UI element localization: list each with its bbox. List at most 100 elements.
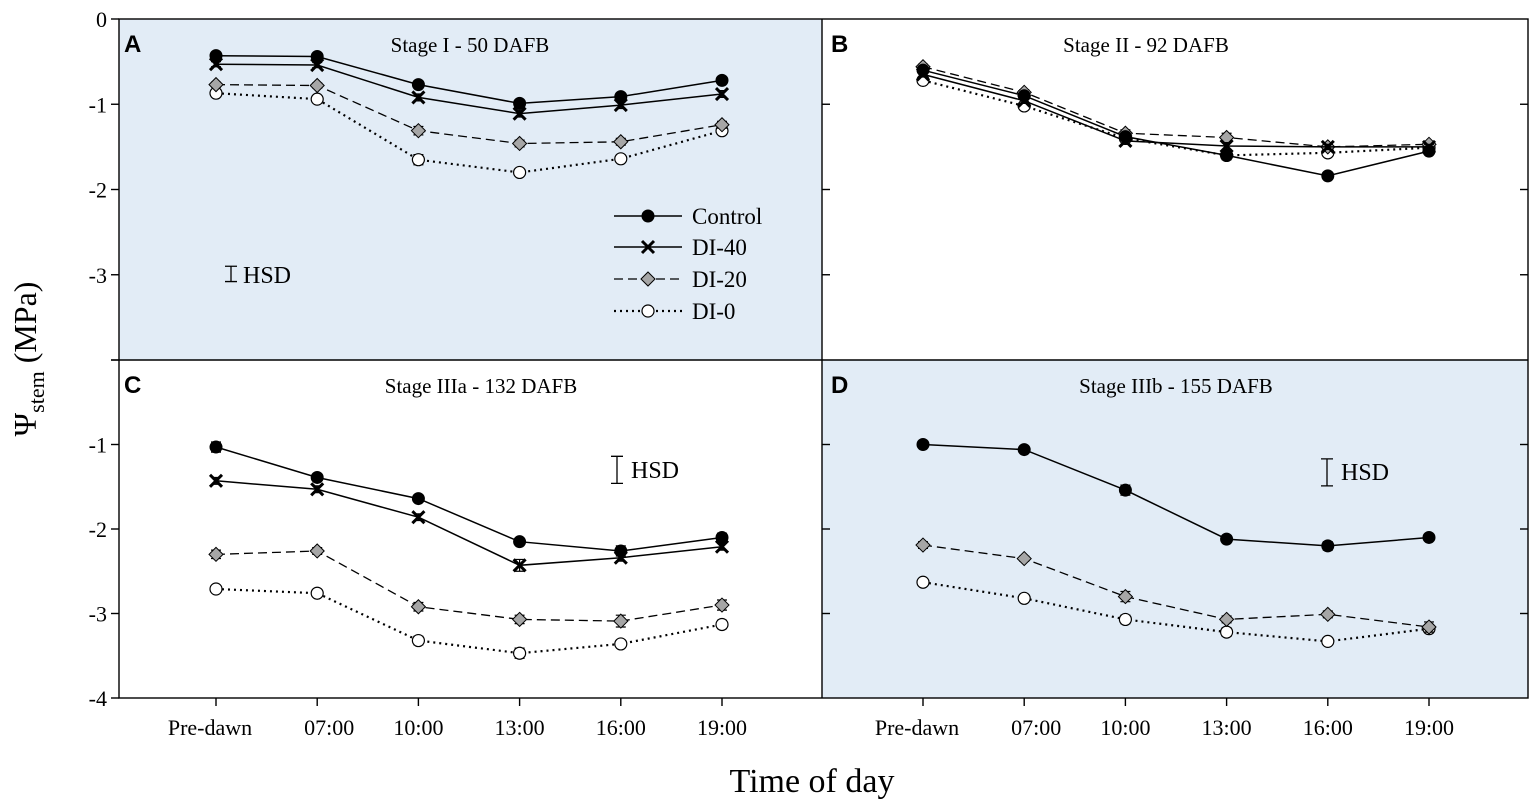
panel-b-control-point xyxy=(1220,148,1234,162)
panel-c-control-point xyxy=(209,440,223,454)
panel-d-xtick-label: 16:00 xyxy=(1303,715,1353,740)
panel-c-control-point xyxy=(715,530,729,544)
panel-c-di40-point xyxy=(714,539,730,554)
panel-a-di0-line xyxy=(215,92,723,174)
panel-d-xtick-label: 10:00 xyxy=(1100,715,1150,740)
panel-d-di0-point xyxy=(916,575,930,589)
panel-a-control-point xyxy=(310,50,324,64)
panel-c-hsd-bar xyxy=(611,455,623,485)
panel-b-di40-point xyxy=(1219,138,1234,154)
panel-a-ytick-label: -1 xyxy=(89,92,107,117)
panel-d-di20-point xyxy=(1218,611,1235,628)
panel-c-di40-point xyxy=(411,510,426,525)
panel-a-title: Stage I - 50 DAFB xyxy=(391,33,550,57)
panel-c-xtick-label: 19:00 xyxy=(697,715,747,740)
panel-d-di0-point xyxy=(1017,591,1031,605)
panel-c-xtick-label: 13:00 xyxy=(495,715,545,740)
panel-c-control-point xyxy=(411,492,425,506)
panel-c-ytick-label: -4 xyxy=(89,686,107,711)
panel-a-di0-point xyxy=(411,153,425,167)
panel-a-control-point xyxy=(614,90,628,104)
panel-c-di40-point xyxy=(512,558,527,573)
panel-d-control-point xyxy=(1220,532,1234,546)
panel-c-xtick-label: Pre-dawn xyxy=(168,715,252,740)
panel-c-di20-point xyxy=(309,543,325,559)
panel-c-di20-point xyxy=(208,546,224,563)
panel-a-letter: A xyxy=(124,31,141,58)
panel-a-hsd-label: HSD xyxy=(243,263,291,289)
panel-c-control-line xyxy=(215,446,723,552)
panel-a-di0-point xyxy=(310,92,324,106)
panel-c-title: Stage IIIa - 132 DAFB xyxy=(385,374,577,398)
panel-d-control-point xyxy=(1017,443,1031,457)
panel-c-xtick-label: 07:00 xyxy=(304,715,354,740)
panel-b-control-point xyxy=(1422,144,1436,158)
panel-d-di0-point xyxy=(1118,612,1133,627)
panel-d-letter: D xyxy=(831,372,848,399)
panel-c-di20-line xyxy=(215,550,723,622)
panel-a-control-point xyxy=(411,78,425,92)
legend-di20-label: DI-20 xyxy=(692,267,747,292)
panel-c-di0-point xyxy=(512,646,527,660)
panel-c-di20-point xyxy=(613,613,629,629)
panel-d-control-point xyxy=(1422,530,1436,544)
panel-d-hsd-bar xyxy=(1321,458,1333,487)
panel-c-di40-point xyxy=(310,482,325,497)
panel-d-hsd-label: HSD xyxy=(1341,460,1389,486)
panel-c-background xyxy=(119,360,822,698)
panel-d-xtick-label: 07:00 xyxy=(1011,715,1061,740)
legend-di20-marker xyxy=(640,271,656,287)
panel-c-di0-point xyxy=(209,582,223,596)
panel-c-di0-point xyxy=(411,633,425,648)
panel-a-ytick-label: -2 xyxy=(89,178,107,203)
panel-c-control-point xyxy=(513,535,527,549)
panel-d-di20-point xyxy=(915,537,931,553)
panel-c-di20-point xyxy=(714,597,730,613)
panel-d-di20-point xyxy=(1016,550,1032,567)
panel-c-di40-point xyxy=(208,473,224,488)
panel-d-control-point xyxy=(1321,539,1335,553)
panel-c-di0-point xyxy=(614,637,628,651)
panel-d-di20-line xyxy=(922,544,1430,628)
panel-d-di0-point xyxy=(1219,625,1234,639)
panel-a-control-point xyxy=(715,73,729,87)
panel-d-di20-point xyxy=(1117,588,1134,605)
panel-d-di0-point xyxy=(1321,634,1335,648)
panel-a-di20-point xyxy=(714,117,730,133)
panel-a-di40-point xyxy=(512,106,527,121)
panel-a-control-point xyxy=(513,96,527,110)
panel-b-letter: B xyxy=(831,31,848,58)
svg-text:Ψstem(MPa): Ψstem (MPa) xyxy=(7,282,49,437)
figure-frame xyxy=(118,18,1529,699)
panel-b-di20-line xyxy=(922,66,1430,148)
panel-a-di20-point xyxy=(613,134,629,150)
panel-c-ytick-label: -3 xyxy=(89,602,107,627)
panel-c-di0-point xyxy=(310,586,324,600)
panel-b-di40-point xyxy=(1320,139,1335,154)
y-axis-subscript: stem xyxy=(24,371,49,413)
panel-b-control-line xyxy=(922,69,1430,177)
panel-a-ytick-label: -3 xyxy=(89,263,107,288)
panel-b-di40-line xyxy=(922,73,1429,148)
panel-c-di0-line xyxy=(215,587,723,655)
panel-a-control-line xyxy=(215,54,723,105)
panel-d-di0-line xyxy=(922,581,1430,643)
panel-a-di40-point xyxy=(411,90,426,105)
legend-control-marker xyxy=(641,209,655,223)
panel-c-di20-point xyxy=(511,611,528,628)
panel-c-di20-point xyxy=(410,599,427,615)
panel-a-hsd-bar xyxy=(225,265,237,283)
panel-a-control-point xyxy=(209,49,223,63)
panel-c-ytick-label: -2 xyxy=(89,517,107,542)
legend-di0-marker xyxy=(641,304,655,318)
panel-d-xtick-label: 19:00 xyxy=(1404,715,1454,740)
panel-b-control-point xyxy=(916,63,930,77)
panel-b-control-point xyxy=(1321,169,1335,183)
legend-di40-marker xyxy=(640,239,656,255)
panel-a-di20-point xyxy=(511,135,528,152)
panel-d-control-point xyxy=(916,438,930,451)
panel-c-xtick-label: 16:00 xyxy=(596,715,646,740)
panel-c-letter: C xyxy=(124,372,141,399)
panel-d-di20-point xyxy=(1421,619,1437,635)
legend-di40-label: DI-40 xyxy=(692,235,747,260)
